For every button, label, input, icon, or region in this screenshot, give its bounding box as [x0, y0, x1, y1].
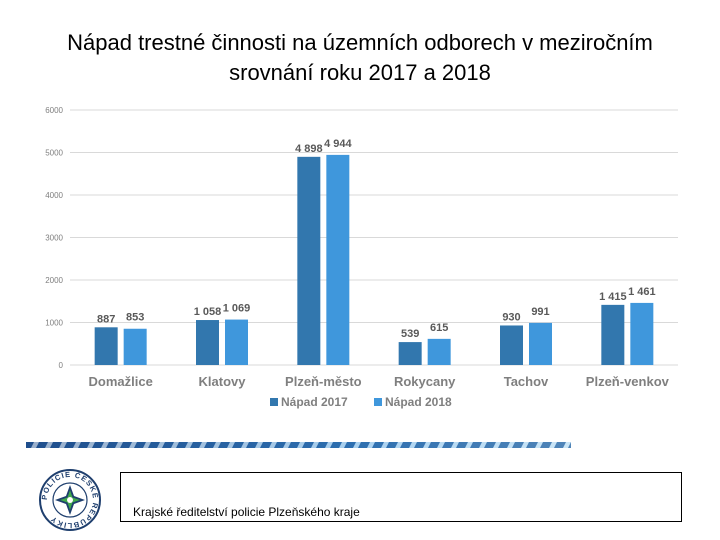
bar — [94, 327, 118, 365]
legend-swatch — [270, 398, 278, 406]
data-label: 930 — [502, 311, 520, 323]
bar — [500, 325, 523, 365]
bar — [196, 320, 219, 365]
y-tick-label: 5000 — [45, 149, 63, 158]
bar — [427, 338, 451, 365]
data-label: 1 058 — [194, 306, 222, 318]
bar — [630, 302, 654, 365]
data-label: 1 461 — [628, 286, 656, 298]
y-tick-label: 2000 — [45, 276, 63, 285]
y-tick-label: 3000 — [45, 234, 63, 243]
police-logo-icon: POLICIE ČESKÉ REPUBLIKY — [39, 469, 101, 531]
bar — [326, 154, 350, 365]
decorative-stripe — [26, 442, 571, 448]
title-line-2: srovnání roku 2017 a 2018 — [229, 60, 491, 85]
bar — [398, 342, 422, 365]
category-label: Domažlice — [89, 374, 153, 389]
footer-text: Krajské ředitelství policie Plzeňského k… — [133, 505, 360, 519]
data-label: 1 415 — [599, 291, 627, 303]
bar — [225, 319, 248, 365]
footer-box: Krajské ředitelství policie Plzeňského k… — [120, 472, 682, 522]
category-label: Klatovy — [199, 374, 247, 389]
slide-title: Nápad trestné činnosti na územních odbor… — [0, 28, 720, 88]
category-label: Rokycany — [394, 374, 456, 389]
data-label: 887 — [97, 313, 115, 325]
y-tick-label: 0 — [59, 361, 64, 370]
data-label: 4 898 — [295, 143, 323, 155]
legend-swatch — [374, 398, 382, 406]
title-line-1: Nápad trestné činnosti na územních odbor… — [67, 30, 653, 55]
data-label: 539 — [401, 328, 419, 340]
category-label: Tachov — [504, 374, 549, 389]
data-label: 615 — [430, 322, 448, 334]
data-label: 4 944 — [324, 138, 352, 150]
bar — [123, 328, 147, 365]
bar-chart: 0 1000 2000 3000 4000 5000 6000 887 853 Domažlice… — [45, 106, 678, 409]
category-label: Plzeň-venkov — [586, 374, 670, 389]
y-tick-label: 4000 — [45, 191, 63, 200]
data-label: 991 — [531, 306, 549, 318]
bar — [601, 304, 625, 365]
data-label: 1 069 — [223, 303, 251, 315]
legend-label: Nápad 2017 — [281, 395, 348, 409]
legend-label: Nápad 2018 — [385, 395, 452, 409]
y-tick-label: 6000 — [45, 106, 63, 115]
data-label: 853 — [126, 312, 144, 324]
bar — [297, 156, 321, 365]
y-tick-label: 1000 — [45, 319, 63, 328]
bar — [529, 322, 552, 365]
category-label: Plzeň-město — [285, 374, 362, 389]
